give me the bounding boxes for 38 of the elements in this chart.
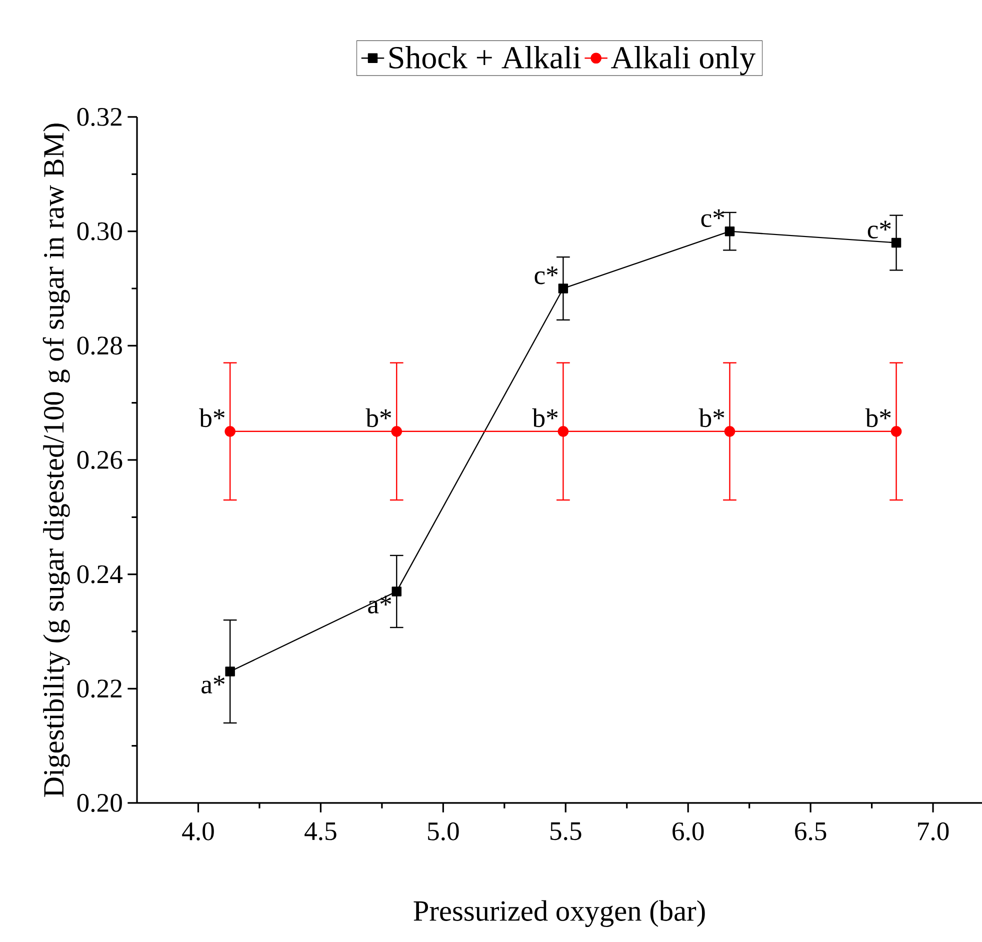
x-tick-label: 5.0 [428,822,459,840]
point [224,426,236,437]
legend-label: Shock + Alkali [390,46,581,69]
x-tick-label: 4.5 [304,822,336,840]
point [890,426,902,437]
y-tick-label: 0.22 [77,680,122,698]
point [558,284,568,294]
annotation: b* [532,408,558,428]
point [225,666,235,676]
annotation: a* [202,676,225,694]
y-tick-label: 0.32 [77,108,122,126]
annotation: c* [534,266,558,284]
point [392,586,402,596]
annotation: b* [366,408,392,428]
annotation: b* [199,408,225,428]
point [391,426,402,437]
y-tick-label: 0.28 [77,336,122,355]
annotation: a* [368,596,392,614]
annotation: b* [865,408,891,428]
annotation: c* [701,209,724,228]
point [724,426,736,437]
y-tick-label: 0.30 [77,222,122,240]
y-tick-label: 0.24 [77,565,123,584]
y-axis-title: Digestibility (g sugar digested/100 g of sugar in raw BM) [42,124,70,797]
point [891,238,902,248]
annotation: c* [868,220,891,238]
x-tick-label: 4.0 [182,822,214,840]
point [558,426,569,437]
x-tick-label: 6.0 [672,822,704,840]
y-tick-label: 0.26 [77,450,122,470]
legend-label: Alkali only [611,46,756,76]
x-axis-title: Pressurized oxygen (bar) [414,900,705,927]
y-tick-label: 0.20 [77,794,122,812]
x-tick-label: 6.5 [795,822,826,840]
x-tick-label: 7.0 [918,822,949,840]
point [724,226,735,236]
annotation: b* [698,408,724,428]
x-tick-label: 5.5 [550,822,582,840]
